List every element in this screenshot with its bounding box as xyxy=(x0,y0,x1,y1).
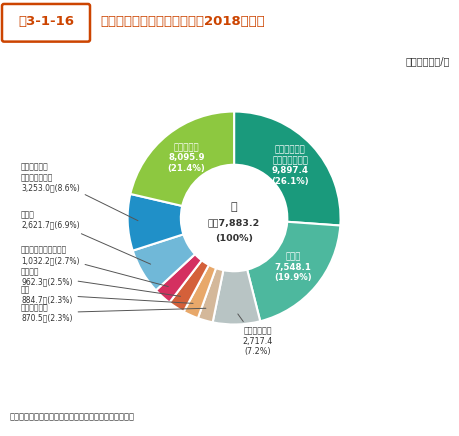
Text: ３億7,883.2: ３億7,883.2 xyxy=(208,219,260,228)
Wedge shape xyxy=(247,222,340,321)
Wedge shape xyxy=(184,265,216,318)
FancyBboxPatch shape xyxy=(2,4,90,41)
Text: その他の業種
2,717.4
(7.2%): その他の業種 2,717.4 (7.2%) xyxy=(238,314,273,356)
Wedge shape xyxy=(234,112,341,225)
Wedge shape xyxy=(133,234,195,290)
Wedge shape xyxy=(213,269,260,324)
Text: 図3-1-16: 図3-1-16 xyxy=(18,15,74,28)
Wedge shape xyxy=(169,260,209,312)
Wedge shape xyxy=(130,112,234,206)
Text: (100%): (100%) xyxy=(215,234,253,243)
Wedge shape xyxy=(156,254,202,303)
Wedge shape xyxy=(128,194,184,251)
Text: 化学工業
962.3　(2.5%): 化学工業 962.3 (2.5%) xyxy=(21,267,180,296)
Text: 単位：万トン/年: 単位：万トン/年 xyxy=(405,56,450,66)
Text: 鉄鋼業
2,621.7　(6.9%): 鉄鋼業 2,621.7 (6.9%) xyxy=(21,211,151,264)
Text: 建設業
7,548.1
(19.9%): 建設業 7,548.1 (19.9%) xyxy=(274,252,312,282)
Text: 電気・ガス・
熱供給・水道業
9,897.4
(26.1%): 電気・ガス・ 熱供給・水道業 9,897.4 (26.1%) xyxy=(271,146,309,186)
Text: 窯業・土石製品製造業
1,032.2　(2.7%): 窯業・土石製品製造業 1,032.2 (2.7%) xyxy=(21,245,168,286)
Text: パルプ・紙・
紙加工品製造業
3,253.0　(8.6%): パルプ・紙・ 紙加工品製造業 3,253.0 (8.6%) xyxy=(21,163,138,221)
Wedge shape xyxy=(198,268,224,322)
Text: 鉱業
884.7　(2.3%): 鉱業 884.7 (2.3%) xyxy=(21,285,193,304)
Text: 農業、林業
8,095.9
(21.4%): 農業、林業 8,095.9 (21.4%) xyxy=(168,143,205,173)
Text: 資料：環境省「産業廃棄物排出・処理状況調査報告書」: 資料：環境省「産業廃棄物排出・処理状況調査報告書」 xyxy=(9,412,134,421)
Text: 計: 計 xyxy=(231,202,237,212)
Text: 食料品製造業
870.5　(2.3%): 食料品製造業 870.5 (2.3%) xyxy=(21,303,206,323)
Text: 産業廃棄物の業種別排出量（2018年度）: 産業廃棄物の業種別排出量（2018年度） xyxy=(100,15,265,28)
